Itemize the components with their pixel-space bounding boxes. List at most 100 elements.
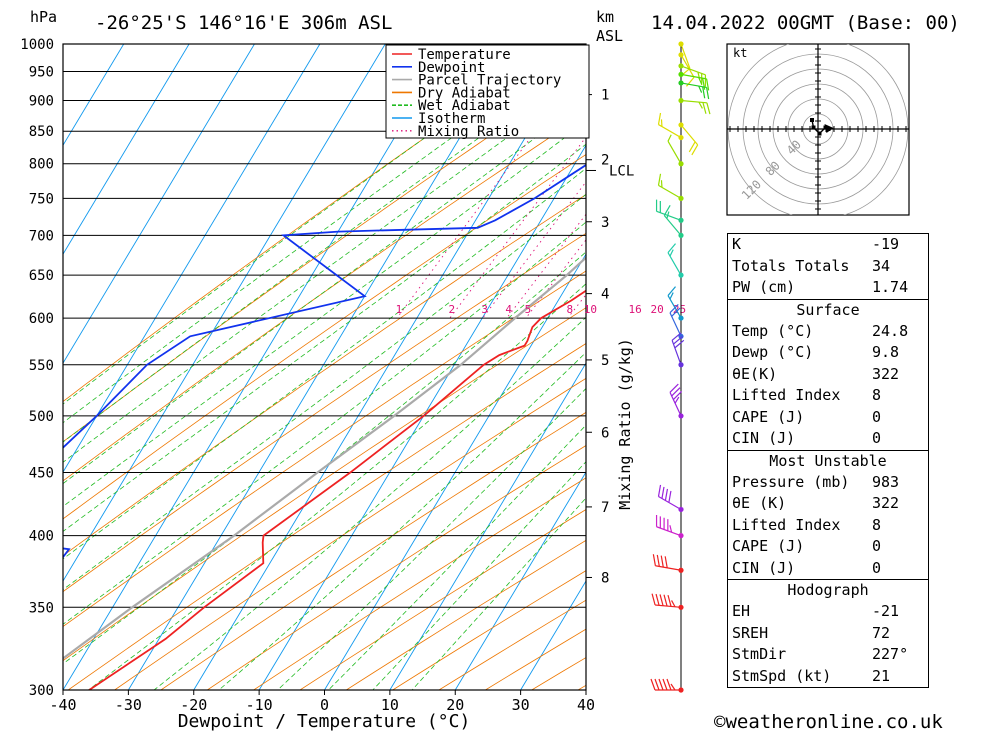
isotherm-line <box>63 44 321 473</box>
barb-flag-full <box>657 484 662 497</box>
barb-shaft <box>671 340 682 365</box>
legend-label: Dry Adiabat <box>418 85 511 101</box>
pressure-tick-label: 950 <box>29 65 54 81</box>
most-unstable-section: Most Unstable Pressure (mb) 983 θE (K) 322… <box>728 449 928 580</box>
wind-barb <box>667 286 684 321</box>
barb-flag-full <box>691 144 699 156</box>
wet-adiabat-line <box>372 461 586 690</box>
barb-flag-half <box>698 101 703 109</box>
barb-shaft <box>656 526 682 537</box>
pressure-tick-label: 300 <box>29 683 54 699</box>
barb-shaft <box>667 252 682 276</box>
km-tick-label: 2 <box>601 153 609 169</box>
pressure-tick-label: 500 <box>29 409 54 425</box>
barb-flag-full <box>667 594 672 607</box>
dry-adiabat-line <box>63 154 586 520</box>
barb-flag-full <box>702 102 707 114</box>
wind-barb <box>678 63 707 87</box>
barb-flag-half <box>698 77 703 85</box>
mixing-ratio-label: 25 <box>673 303 686 316</box>
pressure-tick-label: 850 <box>29 124 54 140</box>
barb-flag-full <box>657 173 662 186</box>
barb-shaft <box>667 295 682 319</box>
barb-flag-full <box>658 678 664 691</box>
km-unit-label: km <box>596 8 614 26</box>
asl-label: ASL <box>596 27 623 45</box>
x-tick-label: -20 <box>180 696 207 714</box>
barb-flag-full <box>669 304 679 314</box>
legend-label: Parcel Trajectory <box>418 73 561 89</box>
x-tick-label: 40 <box>577 696 595 714</box>
parcel-trajectory-line <box>63 256 586 660</box>
barb-flag-half <box>674 396 680 404</box>
barb-flag-full <box>657 112 662 125</box>
wind-barb <box>657 173 684 201</box>
barb-flag-full <box>672 390 683 401</box>
stat-row-k: K -19 <box>732 235 900 253</box>
barb-flag-full <box>650 678 656 691</box>
legend-label: Mixing Ratio <box>418 124 519 140</box>
dry-adiabat-line <box>63 112 586 482</box>
legend-label: Dewpoint <box>418 60 485 76</box>
barb-shaft <box>667 140 682 165</box>
pressure-tick-label: 700 <box>29 228 54 244</box>
pressure-tick-label: 900 <box>29 94 54 110</box>
wind-barb <box>669 383 684 419</box>
barb-flag-full <box>702 78 706 90</box>
stat-row: CIN (J) 0 <box>732 429 882 447</box>
location-title: -26°25'S 146°16'E 306m ASL <box>95 12 392 34</box>
barb-flag-full <box>655 593 660 606</box>
barb-flag-full <box>671 307 681 317</box>
x-tick-label: -40 <box>49 696 76 714</box>
mixing-ratio-label: 8 <box>566 303 573 316</box>
dewpoint-line <box>63 163 586 559</box>
barb-flag-full <box>660 555 664 568</box>
wind-barb <box>678 71 710 91</box>
wet-adiabat-line <box>63 221 586 625</box>
mixing-ratio-label: 1 <box>396 303 403 316</box>
barb-flag-full <box>666 678 672 691</box>
pressure-tick-label: 450 <box>29 465 54 481</box>
barb-flag-full <box>664 488 669 501</box>
barb-flag-full <box>651 593 656 606</box>
barb-shaft <box>680 65 706 76</box>
wet-adiabat-line <box>63 59 586 443</box>
pressure-tick-label: 650 <box>29 268 54 284</box>
dry-adiabat-line <box>299 509 586 690</box>
isotherm-line <box>63 44 451 690</box>
barb-shaft <box>658 184 682 199</box>
mixing-ratio-label: 2 <box>449 303 456 316</box>
x-tick-label: -10 <box>246 696 273 714</box>
pressure-tick-label: 400 <box>29 529 54 545</box>
km-tick-label: 6 <box>601 425 609 441</box>
barb-flag-full <box>654 678 660 691</box>
barb-flag-full <box>688 141 696 153</box>
hodograph-title: Hodograph <box>787 581 869 599</box>
dry-adiabat-line <box>253 477 586 690</box>
mixing-ratio-line <box>506 213 586 319</box>
wind-barb <box>652 554 684 573</box>
stat-row: Temp (°C) 24.8 <box>732 321 909 340</box>
barb-flag-full <box>662 678 668 691</box>
legend-box <box>385 44 590 139</box>
mixing-ratio-label: 16 <box>629 303 642 316</box>
barb-flag-full <box>668 490 672 503</box>
stat-row: Lifted Index 8 <box>732 386 882 404</box>
isotherm-line <box>63 44 190 256</box>
pressure-tick-label: 1000 <box>20 37 54 53</box>
legend-label: Isotherm <box>418 111 485 127</box>
x-tick-label: 20 <box>446 696 464 714</box>
barb-shaft <box>655 604 682 608</box>
x-tick-label: 10 <box>381 696 399 714</box>
isotherm-line <box>454 471 586 690</box>
wind-barb <box>655 515 684 539</box>
wind-barb <box>657 484 684 513</box>
dry-adiabat-line <box>63 307 586 662</box>
wind-barb <box>678 97 711 115</box>
barb-shaft <box>663 215 682 236</box>
legend-label: Temperature <box>418 47 511 63</box>
barb-flag-full <box>667 286 676 296</box>
barb-flag-full <box>667 243 676 254</box>
